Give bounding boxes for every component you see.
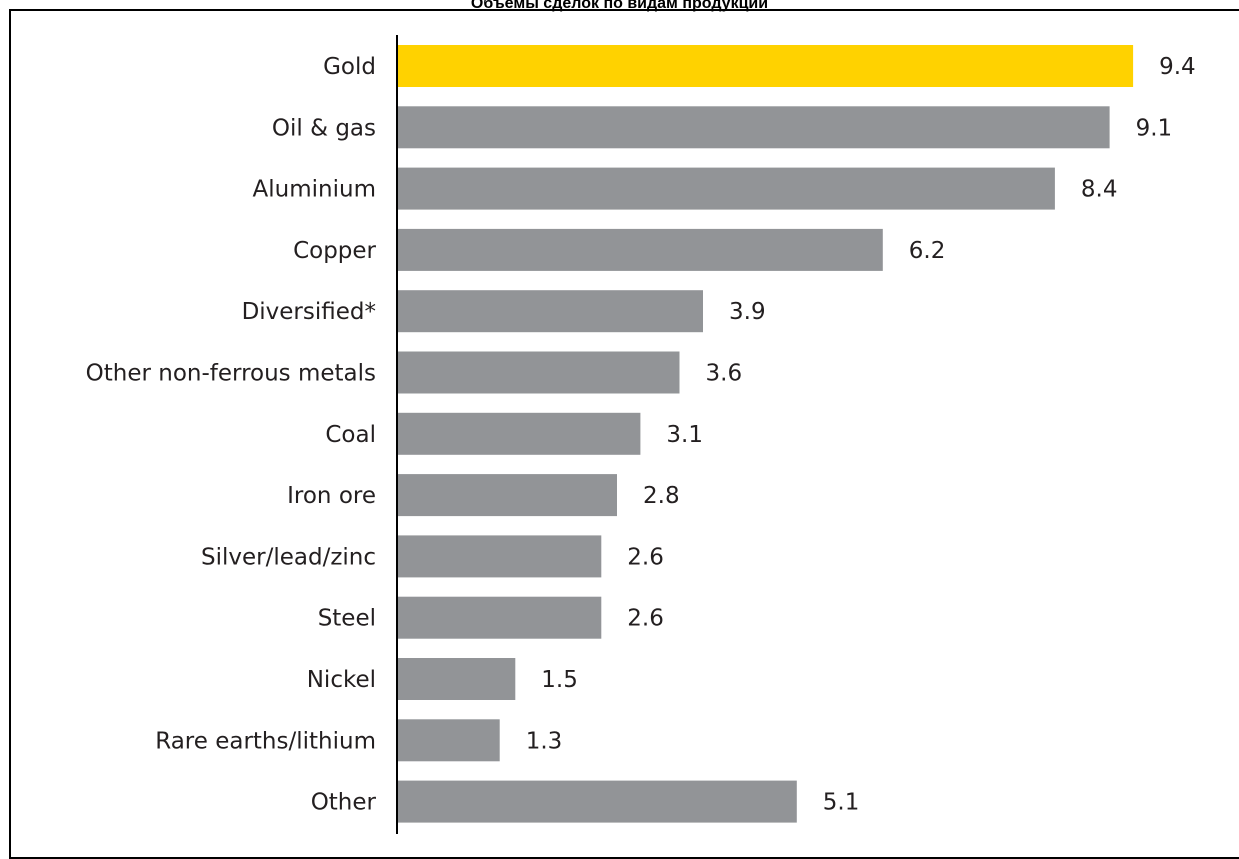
value-label-nickel: 1.5 — [541, 667, 578, 693]
value-label-diversified: 3.9 — [729, 299, 766, 325]
value-label-iron-ore: 2.8 — [643, 483, 680, 509]
bar-oil-gas — [398, 106, 1110, 149]
value-label-copper: 6.2 — [909, 238, 946, 264]
category-label-other-non-ferrous-metals: Other non-ferrous metals — [86, 361, 376, 387]
category-label-other: Other — [311, 790, 377, 816]
bar-diversified — [398, 290, 703, 333]
value-label-aluminium: 8.4 — [1081, 177, 1118, 203]
bar-aluminium — [398, 167, 1055, 210]
category-label-coal: Coal — [325, 422, 376, 448]
value-label-other: 5.1 — [823, 790, 860, 816]
category-label-copper: Copper — [293, 238, 376, 264]
bar-rare-earths-lithium — [398, 719, 500, 762]
category-label-silver-lead-zinc: Silver/lead/zinc — [201, 544, 376, 570]
value-label-steel: 2.6 — [627, 606, 664, 632]
category-label-gold: Gold — [323, 54, 376, 80]
value-label-silver-lead-zinc: 2.6 — [627, 544, 664, 570]
value-label-oil-gas: 9.1 — [1136, 115, 1173, 141]
value-label-other-non-ferrous-metals: 3.6 — [706, 361, 743, 387]
category-label-diversified: Diversified* — [242, 299, 376, 325]
value-label-coal: 3.1 — [666, 422, 703, 448]
bar-steel — [398, 596, 602, 639]
bar-iron-ore — [398, 474, 617, 517]
bar-coal — [398, 412, 641, 455]
category-label-iron-ore: Iron ore — [287, 483, 376, 509]
bar-other — [398, 780, 797, 823]
bar-copper — [398, 228, 883, 271]
category-label-steel: Steel — [318, 606, 376, 632]
category-label-oil-gas: Oil & gas — [272, 115, 376, 141]
bar-nickel — [398, 658, 516, 700]
value-label-gold: 9.4 — [1159, 54, 1196, 80]
bar-silver-lead-zinc — [398, 535, 602, 578]
category-label-nickel: Nickel — [307, 667, 376, 693]
value-label-rare-earths-lithium: 1.3 — [526, 728, 563, 754]
chart-title: Объемы сделок по видам продукции — [470, 0, 769, 12]
bar-other-non-ferrous-metals — [398, 351, 680, 394]
category-label-aluminium: Aluminium — [253, 177, 376, 203]
bar-gold — [398, 45, 1134, 87]
category-label-rare-earths-lithium: Rare earths/lithium — [155, 728, 376, 754]
